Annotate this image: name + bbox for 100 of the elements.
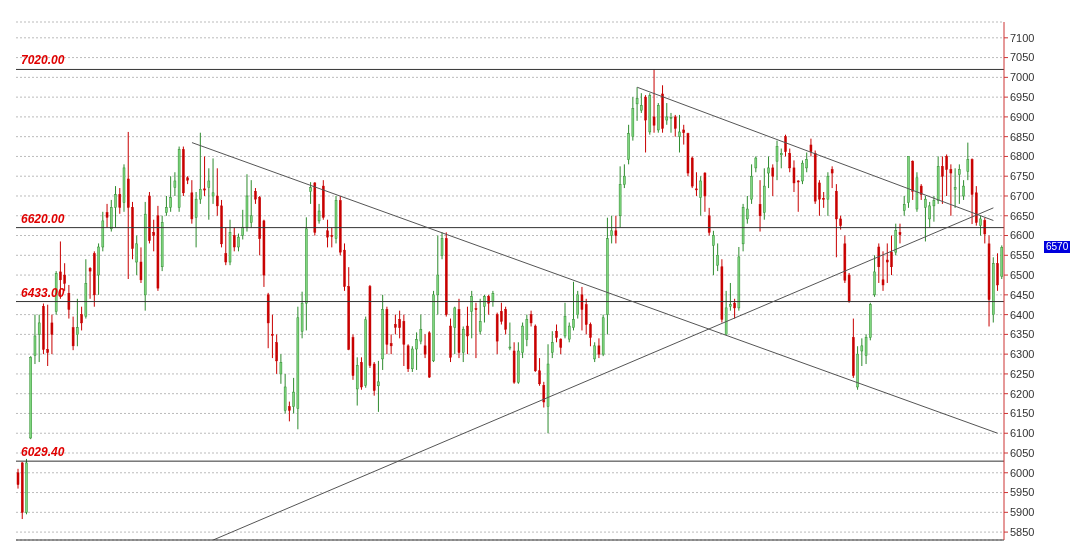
candlestick	[114, 185, 117, 229]
y-tick-label: 5900	[1010, 506, 1035, 519]
candlestick	[953, 167, 957, 209]
candlestick	[996, 252, 999, 292]
y-tick-label: 6850	[1010, 130, 1035, 143]
y-tick-label: 5850	[1010, 526, 1035, 538]
y-tick-label: 6800	[1010, 150, 1035, 163]
candlestick	[330, 227, 334, 248]
y-tick-label: 6700	[1010, 189, 1035, 202]
candlestick	[453, 306, 457, 355]
candlestick	[695, 171, 698, 197]
candlestick	[958, 163, 961, 205]
candlestick	[979, 215, 982, 237]
y-tick-label: 6150	[1010, 407, 1035, 420]
y-tick-label: 6350	[1010, 328, 1035, 341]
candlestick	[767, 155, 770, 189]
candlestick	[640, 92, 643, 114]
candlestick	[886, 242, 889, 284]
candlestick	[76, 298, 79, 347]
candlestick	[593, 341, 596, 363]
y-tick-label: 6900	[1010, 110, 1035, 123]
candlestick	[118, 187, 122, 215]
candlestick	[712, 230, 715, 276]
candlestick	[105, 203, 109, 229]
candlestick	[504, 306, 507, 335]
candlestick	[716, 242, 719, 272]
candlestick	[597, 337, 601, 359]
y-tick-label: 6300	[1010, 348, 1035, 361]
candlestick	[63, 262, 66, 292]
y-tick-label: 6200	[1010, 387, 1035, 400]
candlestick	[580, 286, 584, 331]
candlestick	[483, 294, 486, 324]
candlestick	[415, 331, 418, 371]
candlestick	[194, 191, 198, 248]
candlestick	[394, 314, 397, 335]
y-tick-label: 6400	[1010, 308, 1035, 321]
candlestick	[750, 163, 753, 205]
candlestick	[169, 175, 172, 213]
candlestick	[487, 294, 490, 316]
y-tick-label: 7000	[1010, 71, 1035, 84]
ref-line-label: 6029.40	[21, 445, 65, 460]
y-tick-label: 6000	[1010, 466, 1035, 479]
candlestick	[733, 298, 736, 320]
y-tick-label: 6950	[1010, 91, 1035, 104]
candlestick	[674, 114, 677, 138]
y-tick-label: 6600	[1010, 229, 1035, 242]
candlestick	[966, 142, 970, 181]
candlestick	[466, 306, 469, 355]
candlestick	[224, 227, 228, 266]
candlestick	[678, 114, 681, 153]
candlestick	[614, 215, 618, 244]
candlestick	[275, 333, 278, 375]
candlestick	[50, 314, 54, 355]
candlestick	[203, 155, 206, 197]
candlestick	[139, 246, 143, 284]
candlestick	[470, 290, 473, 339]
candlestick	[860, 337, 864, 367]
candlestick	[33, 314, 37, 365]
candlestick	[801, 159, 804, 185]
y-tick-label: 5950	[1010, 486, 1035, 499]
candlestick	[309, 181, 312, 205]
candlestick	[898, 223, 902, 244]
candlestick	[461, 325, 465, 363]
candlestick	[771, 163, 775, 197]
candlestick	[962, 179, 965, 201]
candlestick	[576, 290, 579, 320]
candlestick	[542, 381, 546, 409]
text: 6570	[1044, 241, 1071, 254]
candlestick	[474, 302, 478, 359]
candlestick	[80, 306, 83, 331]
y-tick-label: 7100	[1010, 31, 1035, 44]
y-tick-label: 6250	[1010, 367, 1035, 380]
ref-line-label: 7020.00	[21, 53, 65, 68]
candlestick	[326, 219, 329, 248]
candlestick	[941, 155, 944, 205]
candlestick	[669, 112, 673, 134]
y-tick-label: 6550	[1010, 249, 1035, 262]
candlestick	[682, 124, 685, 146]
candlestick	[37, 314, 41, 363]
candlestick	[873, 254, 876, 298]
candlestick	[703, 171, 707, 213]
y-tick-label: 6450	[1010, 288, 1035, 301]
candlestick	[652, 68, 656, 134]
candlestick	[440, 231, 444, 260]
candlestick	[46, 304, 49, 367]
candlestick	[707, 207, 711, 237]
candlestick	[890, 235, 893, 276]
candlestick	[71, 316, 75, 351]
candlestick	[508, 322, 512, 351]
candlestick	[478, 298, 482, 335]
candlestick	[635, 86, 639, 122]
candlestick	[699, 175, 702, 217]
candlestick	[924, 195, 927, 242]
candlestick	[830, 165, 834, 189]
candlestick	[355, 356, 359, 407]
candlestick	[881, 250, 885, 292]
candlestick	[241, 209, 244, 240]
candlestick	[377, 360, 380, 413]
candlestick	[758, 179, 762, 233]
y-tick-label: 6050	[1010, 446, 1035, 459]
